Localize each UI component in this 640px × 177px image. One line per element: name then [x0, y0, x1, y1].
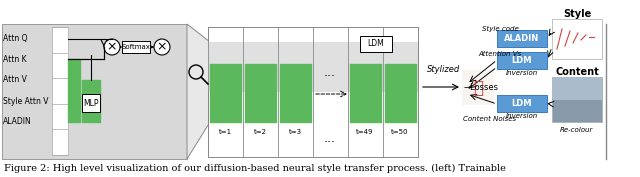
Text: Style Attn V: Style Attn V: [3, 98, 49, 107]
Text: Style: Style: [563, 9, 591, 19]
Bar: [82, 94, 100, 112]
Bar: [552, 77, 602, 122]
Text: →Losses: →Losses: [463, 82, 498, 92]
Bar: [552, 19, 602, 59]
Text: MLP: MLP: [83, 98, 99, 107]
Text: ×: ×: [157, 41, 167, 53]
Polygon shape: [187, 24, 210, 159]
Bar: [280, 64, 311, 122]
Text: t=1: t=1: [218, 129, 232, 135]
Text: Re-colour: Re-colour: [560, 127, 594, 133]
Text: t=3: t=3: [289, 129, 301, 135]
Text: LDM: LDM: [367, 39, 385, 48]
Text: LDM: LDM: [512, 56, 532, 65]
Text: LDM: LDM: [512, 99, 532, 108]
Bar: [552, 77, 602, 99]
Bar: [350, 64, 381, 122]
Text: Softmax: Softmax: [122, 44, 150, 50]
Text: Style code: Style code: [482, 26, 518, 32]
Text: ALADIN: ALADIN: [504, 34, 540, 43]
Text: ...: ...: [324, 133, 336, 145]
Bar: [208, 27, 418, 157]
Text: Stylized: Stylized: [427, 64, 460, 73]
Bar: [68, 94, 80, 122]
Bar: [208, 42, 418, 92]
Bar: [462, 70, 494, 105]
Bar: [497, 52, 547, 69]
Bar: [2, 24, 187, 159]
Bar: [497, 95, 547, 112]
Bar: [385, 64, 416, 122]
Bar: [497, 30, 547, 47]
Bar: [360, 36, 392, 52]
Circle shape: [104, 39, 120, 55]
Text: ...: ...: [324, 65, 336, 79]
Text: Content: Content: [555, 67, 599, 77]
Circle shape: [154, 39, 170, 55]
Bar: [52, 27, 68, 155]
Text: Attn Q: Attn Q: [3, 35, 28, 44]
Text: t=2: t=2: [253, 129, 266, 135]
Text: t=49: t=49: [356, 129, 374, 135]
Bar: [210, 64, 241, 122]
Text: Inversion: Inversion: [506, 70, 538, 76]
Text: ALADIN: ALADIN: [3, 118, 32, 127]
Bar: [82, 80, 100, 122]
Bar: [68, 59, 80, 94]
Text: 〜: 〜: [473, 79, 483, 96]
Text: Figure 2: High level visualization of our diffusion-based neural style transfer : Figure 2: High level visualization of ou…: [4, 164, 506, 173]
Text: Attn K: Attn K: [3, 55, 27, 64]
Text: Content Noises: Content Noises: [463, 116, 516, 122]
Bar: [122, 41, 150, 53]
Text: Attn V: Attn V: [3, 75, 27, 84]
Text: Inversion: Inversion: [506, 113, 538, 119]
Text: t=50: t=50: [391, 129, 409, 135]
Bar: [245, 64, 276, 122]
Text: ×: ×: [107, 41, 117, 53]
Text: Attention Vs: Attention Vs: [479, 51, 522, 57]
